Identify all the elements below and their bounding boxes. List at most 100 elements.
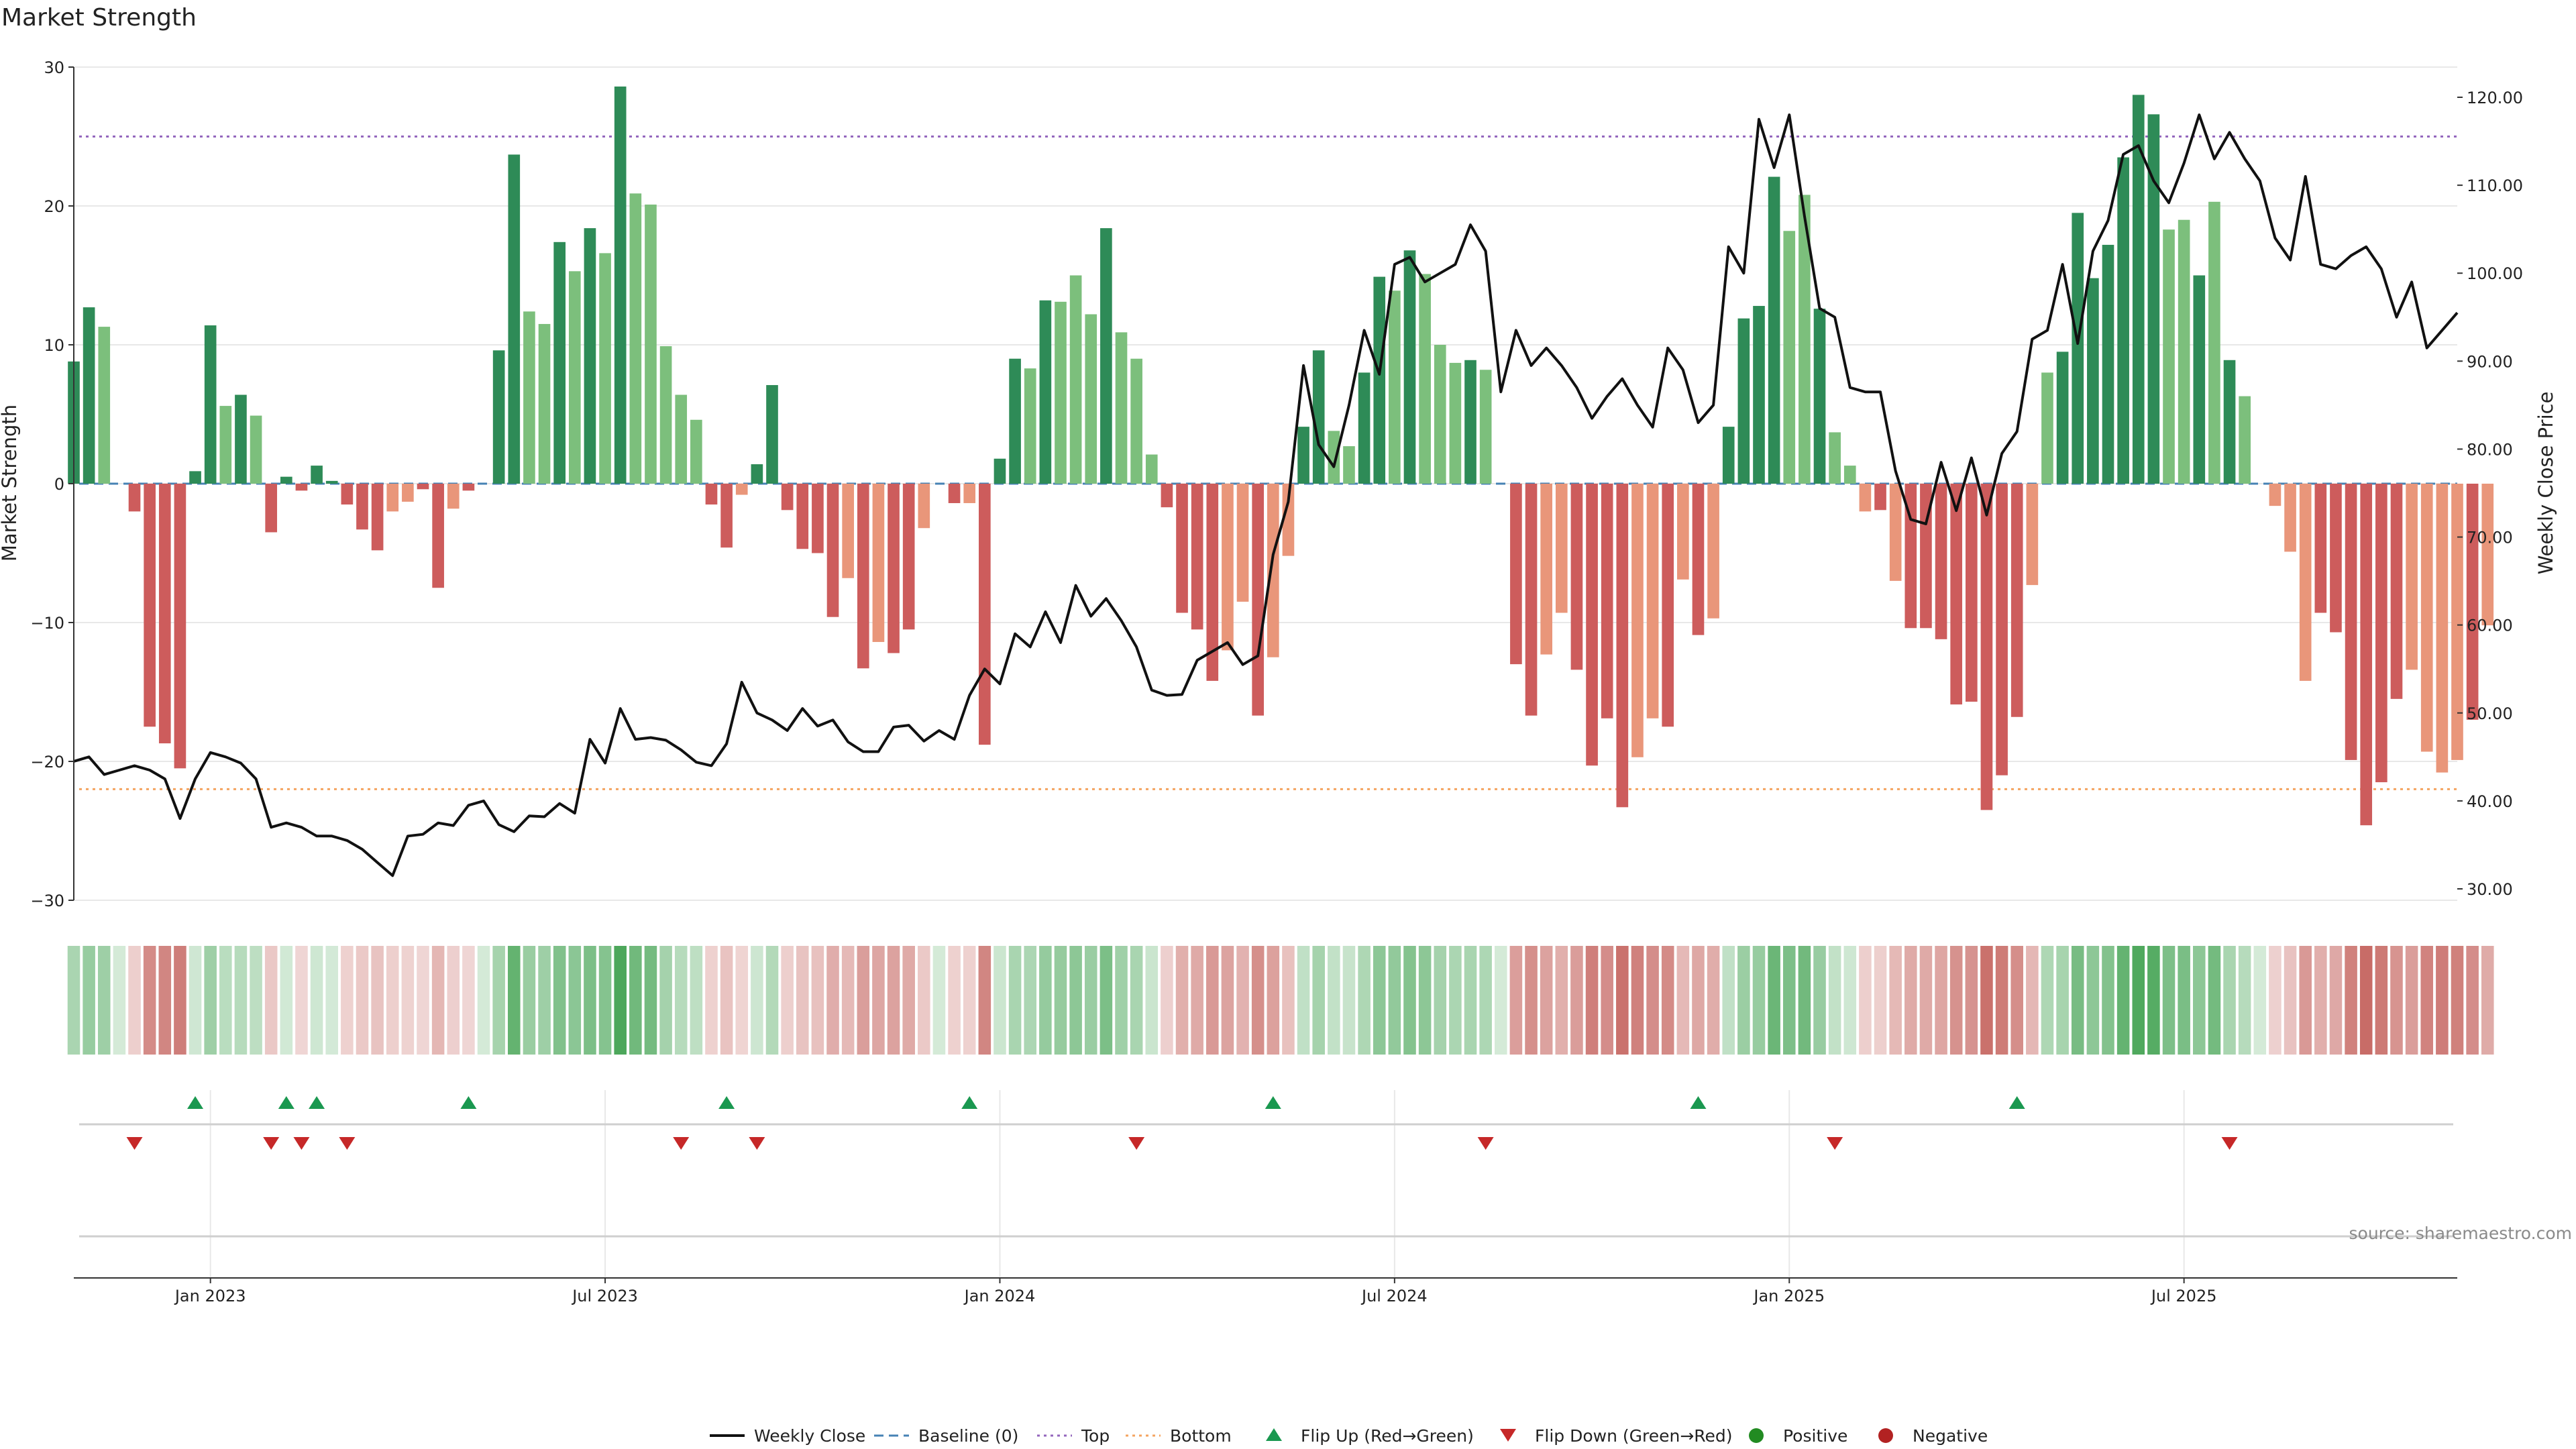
- heat-cell: [2116, 946, 2130, 1055]
- strength-bar: [1267, 484, 1279, 657]
- heat-cell: [918, 946, 930, 1055]
- heat-cell: [2390, 946, 2403, 1055]
- heat-cell: [2026, 946, 2039, 1055]
- strength-bar: [295, 484, 308, 491]
- heat-cell: [523, 946, 536, 1055]
- heat-cell: [67, 946, 80, 1055]
- heat-cell: [1221, 946, 1234, 1055]
- flip-up-marker: [1265, 1096, 1281, 1109]
- heat-cell: [1418, 946, 1432, 1055]
- heat-cell: [371, 946, 384, 1055]
- heat-cell: [189, 946, 202, 1055]
- heat-cell: [841, 946, 855, 1055]
- heat-cell: [1024, 946, 1037, 1055]
- heat-cell: [1403, 946, 1416, 1055]
- flip-down-marker: [1827, 1137, 1843, 1150]
- heat-cell: [2405, 946, 2418, 1055]
- strength-bar: [645, 204, 657, 484]
- strength-bar: [1115, 332, 1128, 484]
- heat-cell: [158, 946, 172, 1055]
- heat-cell: [568, 946, 582, 1055]
- heat-cell: [584, 946, 596, 1055]
- strength-bar: [1510, 484, 1522, 665]
- strength-bar: [325, 480, 338, 484]
- heat-cell: [1995, 946, 2008, 1055]
- strength-bar: [219, 406, 232, 484]
- strength-bar: [1145, 454, 1158, 484]
- strength-bar: [2223, 360, 2236, 484]
- heat-cell: [1707, 946, 1720, 1055]
- heat-cell: [2010, 946, 2023, 1055]
- strength-bar: [2436, 484, 2449, 773]
- y-right-tick-label: 80.00: [2467, 440, 2513, 459]
- flip-markers: [126, 1096, 2238, 1150]
- strength-bar: [1920, 484, 1932, 629]
- close-line-group: [73, 113, 2459, 877]
- strength-bar: [265, 484, 278, 533]
- heat-cell: [1949, 946, 1963, 1055]
- heat-cell: [1692, 946, 1705, 1055]
- heat-cell: [614, 946, 627, 1055]
- strength-bar: [1889, 484, 1902, 581]
- y-left-tick-label: 20: [44, 197, 64, 216]
- strength-bar: [1753, 306, 1765, 484]
- strength-bar: [144, 484, 156, 727]
- heat-cell: [2451, 946, 2464, 1055]
- heat-cell: [1874, 946, 1887, 1055]
- heat-cell: [1494, 946, 1507, 1055]
- source-credit: source: sharemaestro.com: [2349, 1224, 2573, 1243]
- heat-cell: [1661, 946, 1674, 1055]
- heat-cell: [2041, 946, 2054, 1055]
- heat-cell: [2299, 946, 2312, 1055]
- heat-cell: [2436, 946, 2449, 1055]
- heat-cell: [978, 946, 991, 1055]
- strength-bar: [751, 464, 763, 484]
- flip-up-marker: [2008, 1096, 2025, 1109]
- strength-bar: [280, 476, 292, 484]
- strength-bar: [2117, 157, 2129, 484]
- heat-cell: [826, 946, 839, 1055]
- flip-up-marker: [718, 1096, 735, 1109]
- strength-bar: [492, 350, 505, 484]
- heat-cell: [1206, 946, 1219, 1055]
- heat-cell: [1251, 946, 1265, 1055]
- flip-up-marker: [278, 1096, 294, 1109]
- y-left-tick-label: −10: [30, 614, 64, 633]
- heat-cell: [250, 946, 262, 1055]
- strength-bar: [2314, 484, 2327, 613]
- strength-bar: [1586, 484, 1598, 766]
- strength-bar: [2284, 484, 2296, 552]
- flip-up-marker: [1690, 1096, 1707, 1109]
- heat-cell: [2147, 946, 2160, 1055]
- strength-bar: [2375, 484, 2387, 783]
- strength-bar: [2390, 484, 2403, 699]
- strength-bar: [1525, 484, 1538, 716]
- y-left-tick-label: −20: [30, 753, 64, 771]
- heat-cell: [765, 946, 779, 1055]
- legend-label-positive: Positive: [1783, 1426, 1847, 1446]
- strength-bar: [2360, 484, 2373, 826]
- flip-down-marker: [1477, 1137, 1494, 1150]
- strength-bar: [1130, 358, 1142, 484]
- heat-cell: [1175, 946, 1189, 1055]
- heat-cell: [2132, 946, 2145, 1055]
- y-right-tick-label: 30.00: [2467, 880, 2513, 899]
- strength-bar: [781, 484, 794, 511]
- heat-cell: [1449, 946, 1462, 1055]
- strength-bar: [1419, 274, 1431, 484]
- chart-title: Market Strength: [1, 4, 197, 32]
- strength-bar: [584, 228, 596, 484]
- strength-bar: [1297, 427, 1309, 484]
- strength-bar: [2163, 229, 2175, 484]
- heat-cell: [492, 946, 505, 1055]
- heat-cell: [1388, 946, 1401, 1055]
- legend-label-top: Top: [1081, 1426, 1110, 1446]
- flip-down-marker: [263, 1137, 280, 1150]
- heat-cell: [508, 946, 521, 1055]
- heat-cell: [963, 946, 976, 1055]
- strength-bar: [599, 253, 611, 484]
- strength-bar: [857, 484, 869, 669]
- legend-label-flip-down: Flip Down (Green→Red): [1535, 1426, 1733, 1446]
- strength-bar: [1768, 176, 1780, 484]
